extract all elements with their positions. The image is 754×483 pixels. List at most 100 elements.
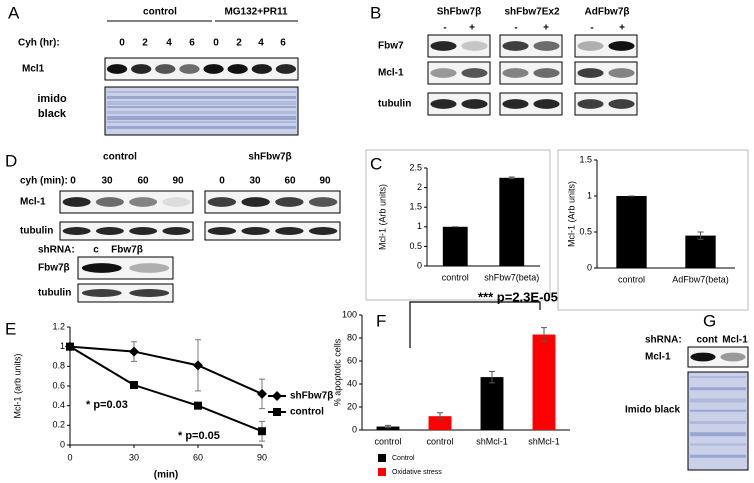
y-tick-label: 0.5: [409, 241, 422, 251]
error-bar: [489, 370, 495, 384]
time-label: 4: [258, 38, 264, 49]
lane-sign: -: [590, 23, 593, 34]
band: [461, 41, 488, 51]
y-tick-label: 0: [60, 439, 65, 449]
marker: [257, 388, 267, 399]
time-label: 90: [319, 176, 331, 187]
y-tick-label: 1.5: [409, 202, 422, 212]
label: Cyh (hr):: [18, 38, 60, 49]
bar: [685, 235, 716, 268]
band: [275, 197, 304, 207]
band: [162, 197, 191, 207]
gel-band: [107, 126, 296, 129]
x-axis-label: (min): [154, 470, 178, 481]
row-label: Mcl-1: [20, 197, 46, 208]
blot: [59, 190, 194, 214]
y-tick-label: 1: [417, 221, 422, 231]
frame: [365, 149, 551, 301]
label: cyh (min):: [20, 176, 68, 187]
blot: [574, 61, 638, 85]
y-tick-label: 2.5: [409, 162, 422, 172]
time-label: 4: [166, 38, 172, 49]
error-bar: [541, 327, 547, 342]
band: [502, 99, 529, 109]
time-label: 30: [249, 176, 261, 187]
gel-band: [690, 432, 746, 437]
band: [502, 41, 529, 51]
y-tick-label: 60: [347, 355, 357, 365]
band: [461, 99, 488, 109]
band: [608, 68, 635, 78]
gel-band: [107, 101, 296, 105]
band: [81, 263, 122, 273]
blot: [499, 92, 563, 116]
panel-letter: F: [376, 311, 386, 330]
annotation: * p=0.05: [178, 430, 220, 442]
band: [207, 197, 237, 207]
panel-letter: E: [5, 319, 16, 338]
panel-letter: B: [370, 3, 381, 22]
band: [608, 99, 635, 109]
panel-letter: A: [8, 3, 20, 22]
row-label: Fbw7β: [38, 263, 70, 274]
band: [275, 64, 297, 74]
row-label: Mcl1: [22, 64, 45, 75]
band: [430, 99, 457, 109]
band: [227, 64, 248, 74]
blot: [427, 34, 491, 58]
time-label: 0: [213, 38, 219, 49]
lane-sign: +: [619, 23, 625, 34]
bar: [376, 426, 400, 430]
band: [690, 352, 716, 362]
legend-label: Control: [392, 455, 415, 462]
bar: [428, 416, 452, 430]
band: [95, 227, 124, 235]
band: [502, 68, 529, 78]
row-label: tubulin: [378, 99, 411, 110]
x-tick-label: 0: [67, 452, 72, 462]
x-tick-label: control: [618, 274, 645, 284]
panel-letter: G: [703, 311, 716, 330]
band: [577, 41, 604, 51]
blot: [77, 256, 174, 280]
blot: [499, 34, 563, 58]
blot: [427, 92, 491, 116]
band: [62, 227, 91, 235]
label: shRNA:: [38, 245, 75, 256]
x-tick-label: 30: [129, 452, 139, 462]
bar: [442, 226, 468, 266]
band: [430, 41, 457, 51]
row-label: imido black: [37, 93, 67, 120]
gel-band: [690, 409, 746, 412]
y-tick-label: 2: [417, 182, 422, 192]
error-bar: [385, 424, 391, 429]
band: [308, 197, 338, 207]
gel-band: [690, 376, 746, 378]
blot: [499, 61, 563, 85]
error-bar: [437, 412, 443, 421]
band: [533, 68, 560, 78]
band: [533, 41, 560, 51]
lane-label: cont: [696, 335, 718, 346]
gel-band: [690, 443, 746, 446]
band: [275, 227, 304, 235]
y-tick-label: 1.2: [52, 321, 65, 331]
group-label: AdFbw7β: [585, 7, 630, 18]
frame: [557, 149, 749, 311]
time-label: 2: [236, 38, 242, 49]
time-label: 0: [70, 176, 76, 187]
marker: [194, 401, 202, 410]
band: [129, 263, 170, 273]
gel-band: [690, 398, 746, 403]
band: [461, 68, 488, 78]
band: [608, 41, 635, 51]
band: [131, 64, 152, 74]
y-tick-label: 100: [342, 309, 357, 319]
band: [241, 227, 270, 235]
y-tick-label: 0.2: [52, 420, 65, 430]
blot: [59, 221, 194, 241]
x-tick-label: shMcl-1: [476, 436, 508, 446]
gel-band: [690, 454, 746, 458]
